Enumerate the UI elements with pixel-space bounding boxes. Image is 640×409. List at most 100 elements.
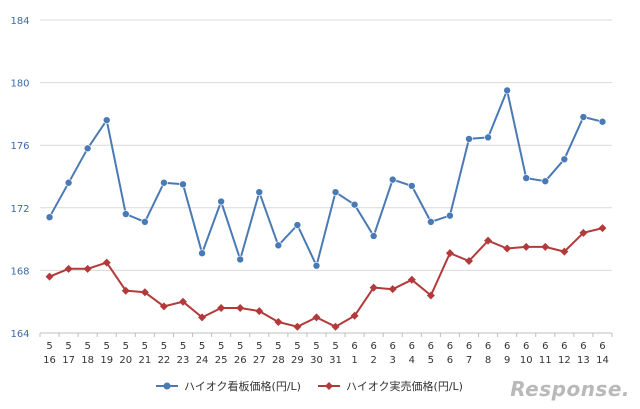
data-point — [465, 135, 473, 143]
data-point — [140, 288, 149, 297]
data-point — [121, 286, 130, 295]
data-point — [484, 133, 492, 142]
series-line — [48, 89, 603, 267]
series-line — [49, 227, 603, 328]
x-month-label: 6 — [370, 341, 376, 352]
x-month-label: 5 — [46, 341, 52, 352]
legend-item: ハイオク実売価格(円/L) — [318, 379, 463, 393]
data-point — [64, 178, 73, 187]
x-day-label: 21 — [138, 355, 151, 366]
x-month-label: 6 — [390, 341, 396, 352]
y-tick-label: 172 — [10, 204, 29, 215]
data-point — [484, 236, 493, 245]
x-month-label: 5 — [237, 341, 243, 352]
x-month-label: 6 — [466, 341, 472, 352]
x-month-label: 5 — [142, 341, 148, 352]
x-day-label: 11 — [539, 355, 552, 366]
data-point — [503, 244, 512, 253]
x-month-label: 6 — [523, 341, 529, 352]
data-point — [445, 249, 454, 258]
x-day-label: 9 — [504, 355, 510, 366]
x-month-label: 6 — [485, 341, 491, 352]
data-point — [350, 311, 359, 320]
data-point — [64, 264, 73, 273]
data-point — [160, 178, 168, 187]
series-1 — [45, 86, 607, 270]
data-point — [598, 224, 607, 233]
legend-marker — [163, 382, 171, 390]
x-month-label: 6 — [542, 341, 548, 352]
x-month-label: 5 — [84, 341, 90, 352]
data-point — [579, 113, 588, 121]
x-month-label: 6 — [599, 341, 605, 352]
x-day-label: 3 — [390, 355, 396, 366]
axes: 1641681721761801845165175185195205215225… — [10, 16, 613, 366]
data-point — [236, 303, 245, 312]
data-point — [503, 86, 511, 95]
data-point — [122, 210, 130, 218]
data-point — [465, 257, 473, 266]
data-point — [522, 174, 531, 182]
x-month-label: 6 — [351, 341, 357, 352]
data-point — [369, 232, 378, 240]
x-month-label: 5 — [161, 341, 167, 352]
x-month-label: 6 — [428, 341, 434, 352]
response-logo: Response. — [510, 377, 630, 401]
data-point — [236, 255, 244, 264]
x-day-label: 20 — [119, 355, 132, 366]
x-day-label: 30 — [310, 355, 323, 366]
data-point — [274, 318, 283, 327]
x-day-label: 19 — [100, 355, 113, 366]
x-day-label: 6 — [447, 355, 453, 366]
x-day-label: 4 — [409, 355, 415, 366]
x-month-label: 6 — [504, 341, 510, 352]
legend: ハイオク看板価格(円/L) ハイオク実売価格(円/L) — [156, 379, 463, 393]
data-point — [369, 283, 378, 292]
series — [45, 86, 607, 331]
data-point — [426, 291, 435, 300]
data-point — [312, 261, 321, 270]
data-point — [102, 258, 111, 267]
series-2 — [45, 224, 607, 331]
legend-label: ハイオク看板価格(円/L) — [184, 379, 301, 393]
data-point — [159, 302, 168, 311]
x-month-label: 6 — [580, 341, 586, 352]
x-day-label: 16 — [43, 355, 56, 366]
x-month-label: 6 — [561, 341, 567, 352]
x-day-label: 25 — [215, 355, 228, 366]
data-point — [45, 272, 54, 281]
y-tick-label: 164 — [10, 329, 29, 340]
data-point — [217, 303, 226, 312]
data-point — [179, 180, 187, 189]
x-month-label: 5 — [123, 341, 129, 352]
data-point — [255, 307, 264, 316]
x-month-label: 5 — [218, 341, 224, 352]
x-day-label: 7 — [466, 355, 472, 366]
x-month-label: 5 — [180, 341, 186, 352]
data-point — [560, 155, 569, 164]
x-day-label: 22 — [158, 355, 171, 366]
data-point — [541, 177, 550, 185]
x-day-label: 27 — [253, 355, 266, 366]
x-day-label: 13 — [577, 355, 590, 366]
y-tick-label: 180 — [10, 79, 29, 90]
data-point — [388, 175, 397, 184]
data-point — [198, 249, 206, 257]
data-point — [522, 242, 531, 251]
data-point — [446, 211, 454, 220]
data-point — [255, 188, 264, 196]
data-point — [541, 242, 550, 251]
x-day-label: 26 — [234, 355, 247, 366]
x-day-label: 18 — [81, 355, 94, 366]
x-month-label: 5 — [104, 341, 110, 352]
data-point — [179, 297, 187, 306]
x-day-label: 12 — [558, 355, 571, 366]
data-point — [293, 322, 302, 331]
data-point — [598, 117, 607, 126]
data-point — [274, 241, 283, 250]
data-point — [102, 116, 111, 124]
data-point — [45, 213, 54, 221]
x-day-label: 10 — [520, 355, 533, 366]
x-month-label: 5 — [275, 341, 281, 352]
